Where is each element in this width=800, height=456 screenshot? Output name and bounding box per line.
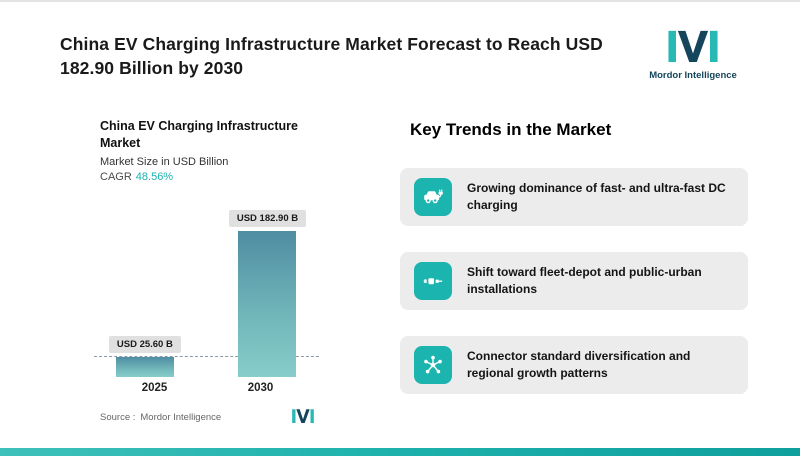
trend-card: Growing dominance of fast- and ultra-fas…: [400, 168, 748, 226]
trend-text: Shift toward fleet-depot and public-urba…: [467, 265, 702, 296]
chart-subtitle: Market Size in USD Billion: [100, 156, 229, 168]
bar-chart-plot: USD 25.60 B USD 182.90 B: [94, 191, 319, 377]
mordor-logo-icon: [666, 28, 720, 67]
connector-network-icon: [414, 346, 452, 384]
bar-2030: [238, 231, 297, 377]
bar-2025: [115, 357, 174, 377]
trend-text: Connector standard diversification and r…: [467, 349, 691, 380]
trend-text: Growing dominance of fast- and ultra-fas…: [467, 181, 726, 212]
value-tag-2025: USD 25.60 B: [108, 336, 181, 353]
x-label-2030: 2030: [247, 382, 274, 394]
bottom-accent-strip: [0, 448, 800, 456]
cagr-value: 48.56%: [135, 171, 174, 183]
trend-card: Shift toward fleet-depot and public-urba…: [400, 252, 748, 310]
ev-car-icon: [414, 178, 452, 216]
trends-heading: Key Trends in the Market: [410, 120, 612, 139]
mordor-logo-text: Mordor Intelligence: [649, 70, 737, 81]
mordor-mini-logo-icon: [291, 408, 315, 426]
trend-card: Connector standard diversification and r…: [400, 336, 748, 394]
reference-dashed-line: [94, 356, 319, 357]
cagr-label: CAGR: [100, 171, 132, 183]
key-trends-panel: Key Trends in the Market Growing dominan…: [400, 120, 752, 394]
value-tag-2030: USD 182.90 B: [228, 210, 307, 227]
source-label: Source :: [100, 411, 136, 423]
chart-cagr: CAGR 48.56%: [100, 171, 322, 183]
source-value: Mordor Intelligence: [140, 411, 222, 423]
page-title: China EV Charging Infrastructure Market …: [60, 34, 603, 79]
x-label-2025: 2025: [141, 382, 168, 394]
bar-group-2025: USD 25.60 B: [108, 336, 181, 377]
mordor-logo: Mordor Intelligence: [649, 28, 737, 81]
chart-title: China EV Charging Infrastructure Market: [100, 119, 298, 150]
bar-group-2030: USD 182.90 B: [228, 210, 307, 377]
x-axis-labels: 2025 2030: [100, 382, 315, 394]
charging-plug-icon: [414, 262, 452, 300]
chart-source: Source : Mordor Intelligence: [100, 408, 315, 426]
market-chart-panel: China EV Charging Infrastructure Market …: [94, 118, 322, 426]
